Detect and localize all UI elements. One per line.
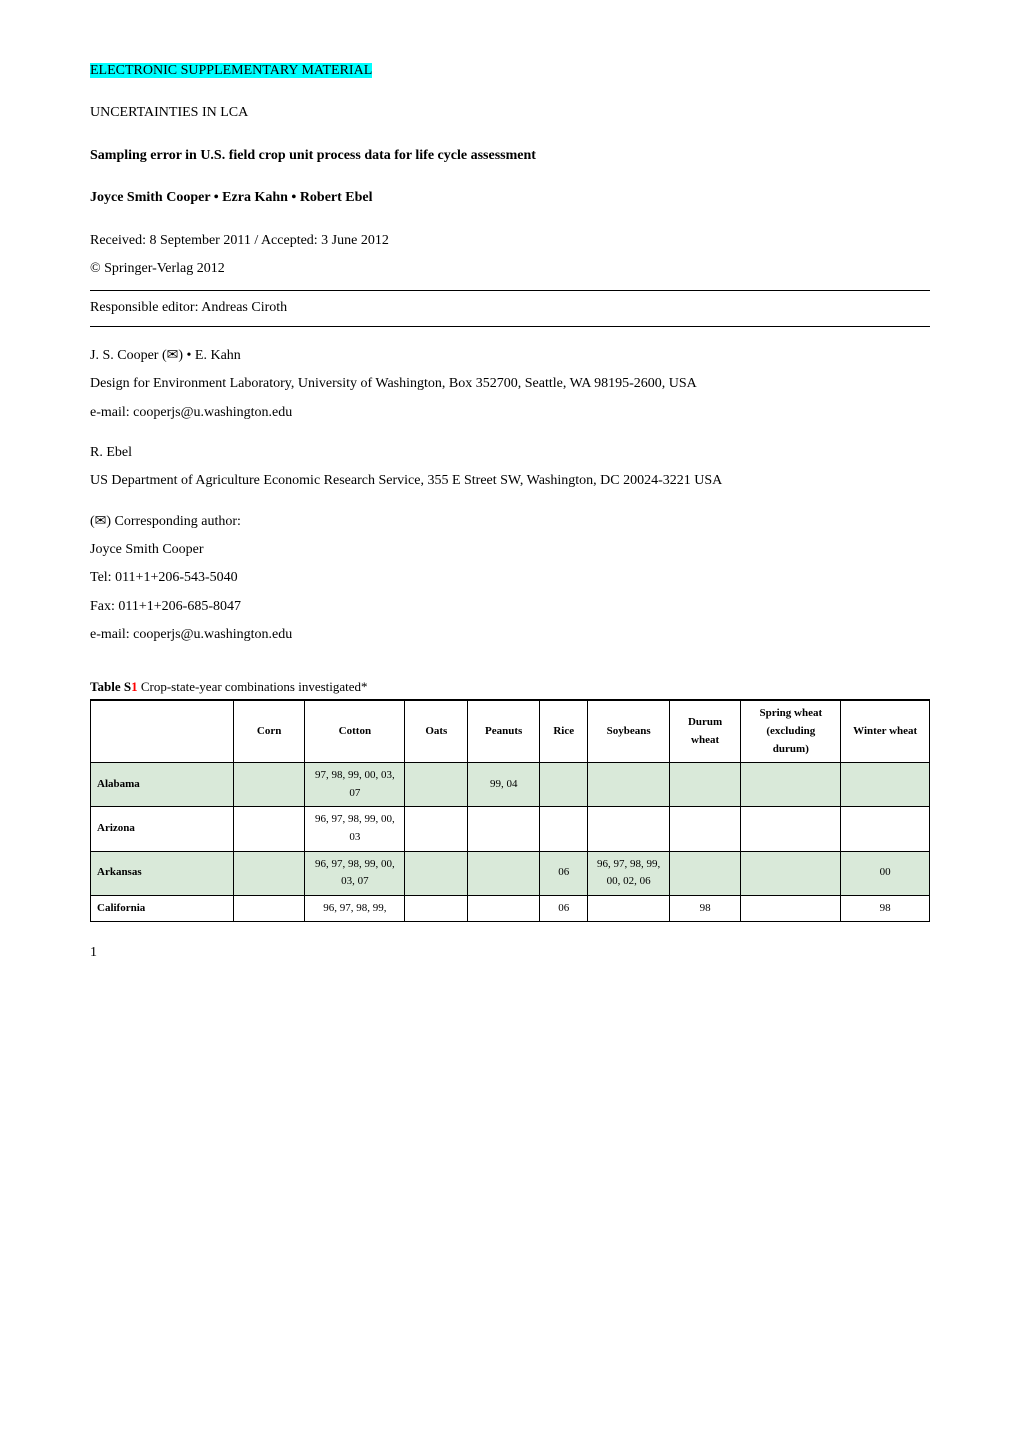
data-cell: [405, 807, 468, 851]
affil1-address: Design for Environment Laboratory, Unive…: [90, 373, 930, 395]
corr-fax: Fax: 011+1+206-685-8047: [90, 596, 930, 618]
corr-tel: Tel: 011+1+206-543-5040: [90, 567, 930, 589]
affil2-address: US Department of Agriculture Economic Re…: [90, 470, 930, 492]
data-cell: [841, 807, 930, 851]
data-cell: 97, 98, 99, 00, 03, 07: [305, 763, 405, 807]
affil2-people: R. Ebel: [90, 442, 930, 464]
data-cell: [588, 895, 670, 922]
data-cell: [588, 807, 670, 851]
table-body: Alabama97, 98, 99, 00, 03, 0799, 04Arizo…: [91, 763, 930, 922]
divider-bottom: [90, 326, 930, 327]
data-cell: [588, 763, 670, 807]
series-heading: UNCERTAINTIES IN LCA: [90, 102, 930, 124]
data-cell: [741, 763, 841, 807]
crop-state-table: Corn Cotton Oats Peanuts Rice Soybeans D…: [90, 699, 930, 922]
data-cell: 99, 04: [468, 763, 540, 807]
caption-prefix: Table S: [90, 679, 131, 694]
data-cell: 98: [669, 895, 740, 922]
table-row: Alabama 97, 98, 99, 00, 03, 07 99, 04: [91, 763, 930, 807]
col-soybeans: Soybeans: [588, 700, 670, 762]
col-state: [91, 700, 234, 762]
data-cell: [741, 807, 841, 851]
data-cell: [741, 851, 841, 895]
corresponding-author: (✉) Corresponding author: Joyce Smith Co…: [90, 511, 930, 647]
authors-line: Joyce Smith Cooper • Ezra Kahn • Robert …: [90, 187, 930, 209]
col-oats: Oats: [405, 700, 468, 762]
col-durum: Durum wheat: [669, 700, 740, 762]
col-spring-wheat: Spring wheat (excluding durum): [741, 700, 841, 762]
data-cell: [468, 851, 540, 895]
corr-name: Joyce Smith Cooper: [90, 539, 930, 561]
affiliation-2: R. Ebel US Department of Agriculture Eco…: [90, 442, 930, 493]
data-cell: 06: [540, 895, 588, 922]
col-winter-wheat: Winter wheat: [841, 700, 930, 762]
data-cell: [540, 807, 588, 851]
data-cell: [233, 807, 304, 851]
col-peanuts: Peanuts: [468, 700, 540, 762]
table-row: Arizona 96, 97, 98, 99, 00, 03: [91, 807, 930, 851]
data-cell: [233, 851, 304, 895]
supplementary-highlight: ELECTRONIC SUPPLEMENTARY MATERIAL: [90, 63, 372, 78]
data-cell: [841, 763, 930, 807]
data-cell: [405, 763, 468, 807]
data-cell: 96, 97, 98, 99, 00, 03: [305, 807, 405, 851]
data-cell: [233, 763, 304, 807]
editor-line: Responsible editor: Andreas Ciroth: [90, 297, 930, 319]
data-cell: 06: [540, 851, 588, 895]
state-cell: Arkansas: [91, 851, 234, 895]
state-cell: Alabama: [91, 763, 234, 807]
data-cell: 96, 97, 98, 99, 00, 03, 07: [305, 851, 405, 895]
data-cell: 96, 97, 98, 99, 00, 02, 06: [588, 851, 670, 895]
data-cell: [669, 763, 740, 807]
col-corn: Corn: [233, 700, 304, 762]
state-cell: California: [91, 895, 234, 922]
affil1-people: J. S. Cooper (✉) • E. Kahn: [90, 345, 930, 367]
table-row: California 96, 97, 98, 99, 06 98 98: [91, 895, 930, 922]
state-cell: Arizona: [91, 807, 234, 851]
data-cell: 00: [841, 851, 930, 895]
corr-email: e-mail: cooperjs@u.washington.edu: [90, 624, 930, 646]
affiliation-1: J. S. Cooper (✉) • E. Kahn Design for En…: [90, 345, 930, 424]
table-header-row: Corn Cotton Oats Peanuts Rice Soybeans D…: [91, 700, 930, 762]
data-cell: [233, 895, 304, 922]
table-row: Arkansas 96, 97, 98, 99, 00, 03, 07 0696, …: [91, 851, 930, 895]
data-cell: [468, 895, 540, 922]
data-cell: 98: [841, 895, 930, 922]
data-cell: [468, 807, 540, 851]
col-cotton: Cotton: [305, 700, 405, 762]
caption-rest: Crop-state-year combinations investigate…: [138, 679, 368, 694]
data-cell: [741, 895, 841, 922]
article-title: Sampling error in U.S. field crop unit p…: [90, 145, 930, 167]
data-cell: [669, 851, 740, 895]
data-cell: [540, 763, 588, 807]
col-rice: Rice: [540, 700, 588, 762]
received-line: Received: 8 September 2011 / Accepted: 3…: [90, 230, 930, 252]
divider-top: [90, 290, 930, 291]
copyright-line: © Springer-Verlag 2012: [90, 258, 930, 280]
data-cell: 96, 97, 98, 99,: [305, 895, 405, 922]
supplementary-header: ELECTRONIC SUPPLEMENTARY MATERIAL: [90, 60, 930, 82]
corr-label: (✉) Corresponding author:: [90, 511, 930, 533]
data-cell: [405, 895, 468, 922]
data-cell: [405, 851, 468, 895]
table-caption: Table S1 Crop-state-year combinations in…: [90, 677, 930, 698]
data-cell: [669, 807, 740, 851]
page-number: 1: [90, 942, 930, 964]
affil1-email: e-mail: cooperjs@u.washington.edu: [90, 402, 930, 424]
